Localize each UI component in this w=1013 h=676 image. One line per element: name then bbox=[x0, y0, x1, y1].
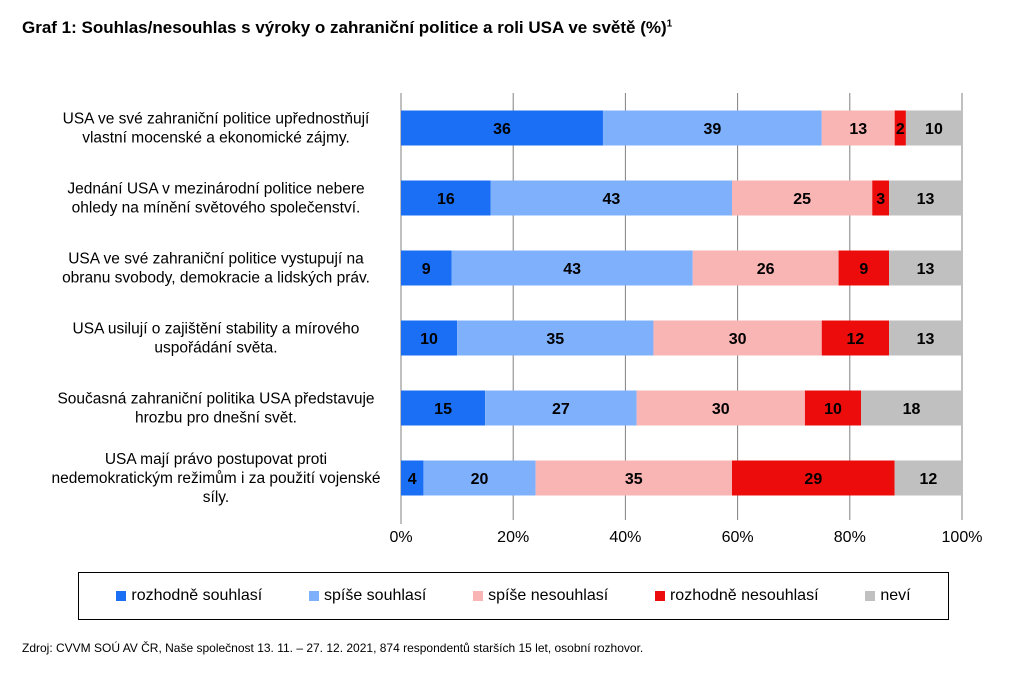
data-label: 13 bbox=[917, 261, 935, 278]
legend-item: rozhodně nesouhlasí bbox=[654, 587, 819, 605]
legend-swatch bbox=[654, 591, 665, 601]
data-label: 13 bbox=[917, 331, 935, 348]
x-tick-label: 100% bbox=[942, 529, 983, 546]
bar-segment bbox=[731, 180, 873, 216]
bar-segment bbox=[889, 320, 962, 356]
data-label: 35 bbox=[546, 331, 564, 348]
bar-segment bbox=[401, 250, 452, 286]
x-tick-label: 60% bbox=[722, 529, 754, 546]
bar-segment bbox=[905, 110, 962, 146]
category-label: ohledy na mínění světového společenství. bbox=[72, 200, 361, 217]
bar-segment bbox=[821, 320, 890, 356]
x-tick-label: 80% bbox=[834, 529, 866, 546]
data-label: 43 bbox=[602, 191, 620, 208]
bar-segment bbox=[401, 460, 424, 496]
legend-label: rozhodně nesouhlasí bbox=[669, 587, 819, 604]
bar-segment bbox=[889, 180, 962, 216]
legend-item: spíše nesouhlasí bbox=[473, 587, 608, 605]
chart-title: Graf 1: Souhlas/nesouhlas s výroky o zah… bbox=[22, 18, 673, 37]
bar-segment bbox=[401, 110, 603, 146]
data-label: 30 bbox=[712, 401, 730, 418]
data-label: 43 bbox=[563, 261, 581, 278]
category-label: hrozbu pro dnešní svět. bbox=[135, 410, 297, 427]
bar-segment bbox=[894, 110, 906, 146]
bar-segment bbox=[692, 250, 839, 286]
data-label: 18 bbox=[903, 401, 921, 418]
data-label: 15 bbox=[434, 401, 452, 418]
legend-item: neví bbox=[865, 587, 911, 605]
bar-segment bbox=[451, 250, 693, 286]
bar-segment bbox=[838, 250, 890, 286]
category-label: USA ve své zahraniční politice upřednost… bbox=[63, 111, 370, 128]
legend-item: rozhodně souhlasí bbox=[116, 587, 262, 605]
data-label: 26 bbox=[757, 261, 775, 278]
bar-segment bbox=[401, 180, 491, 216]
category-label: Současná zahraniční politika USA předsta… bbox=[57, 391, 374, 408]
data-label: 3 bbox=[876, 191, 885, 208]
bar-segment bbox=[731, 460, 895, 496]
data-label: 25 bbox=[793, 191, 811, 208]
category-label: Jednání USA v mezinárodní politice neber… bbox=[67, 181, 364, 198]
category-label: USA ve své zahraniční politice vystupují… bbox=[68, 251, 364, 268]
chart-legend: rozhodně souhlasí spíše souhlasí spíše nes… bbox=[78, 572, 949, 620]
bar-segment bbox=[535, 460, 732, 496]
bar-segment bbox=[401, 320, 458, 356]
data-label: 4 bbox=[408, 471, 417, 488]
category-label: síly. bbox=[203, 489, 229, 506]
bar-segment bbox=[653, 320, 822, 356]
data-label: 35 bbox=[625, 471, 643, 488]
legend-swatch bbox=[865, 591, 876, 601]
legend-item: spíše souhlasí bbox=[308, 587, 427, 605]
bar-segment bbox=[889, 250, 962, 286]
x-tick-label: 0% bbox=[389, 529, 412, 546]
stacked-bar-chart: 0% 20% 40% 60% 80% 100% USA ve své zahraniční … bbox=[51, 93, 983, 546]
category-label: obranu svobody, demokracie a lidských pr… bbox=[62, 270, 370, 287]
data-label: 12 bbox=[847, 331, 865, 348]
bar-segment bbox=[602, 110, 822, 146]
legend-label: rozhodně souhlasí bbox=[131, 587, 263, 604]
source-note: Zdroj: CVVM SOÚ AV ČR, Naše společnost 1… bbox=[22, 641, 644, 655]
data-label: 10 bbox=[420, 331, 438, 348]
data-label: 9 bbox=[859, 261, 868, 278]
data-label: 9 bbox=[422, 261, 431, 278]
data-label: 13 bbox=[917, 191, 935, 208]
data-label: 20 bbox=[471, 471, 489, 488]
category-label: uspořádání světa. bbox=[154, 340, 277, 357]
data-label: 10 bbox=[824, 401, 842, 418]
legend-swatch bbox=[308, 591, 319, 601]
bar-segment bbox=[490, 180, 732, 216]
x-tick-label: 40% bbox=[609, 529, 641, 546]
category-label: USA mají právo postupovat proti bbox=[105, 451, 327, 468]
category-label: vlastní mocenské a ekonomické zájmy. bbox=[82, 130, 350, 147]
bar-segment bbox=[861, 390, 962, 426]
bar-segment bbox=[457, 320, 654, 356]
bar-segment bbox=[872, 180, 890, 216]
data-label: 39 bbox=[703, 121, 721, 138]
bar-segment bbox=[636, 390, 805, 426]
data-label: 30 bbox=[729, 331, 747, 348]
bar-segment bbox=[894, 460, 962, 496]
legend-label: spíše nesouhlasí bbox=[488, 587, 609, 604]
bar-segment bbox=[804, 390, 862, 426]
category-label: USA usilují o zajištění stability a míro… bbox=[73, 321, 360, 338]
legend-label: spíše souhlasí bbox=[323, 587, 427, 604]
category-label: nedemokratickým režimům i za použití voj… bbox=[51, 470, 380, 487]
data-label: 10 bbox=[925, 121, 943, 138]
bar-segment bbox=[401, 390, 486, 426]
data-label: 13 bbox=[849, 121, 867, 138]
bar-segment bbox=[821, 110, 895, 146]
data-label: 27 bbox=[552, 401, 570, 418]
data-label: 29 bbox=[804, 471, 822, 488]
legend-swatch bbox=[116, 591, 127, 601]
data-label: 16 bbox=[437, 191, 455, 208]
bar-segment bbox=[485, 390, 637, 426]
data-label: 2 bbox=[896, 121, 905, 138]
legend-swatch bbox=[473, 591, 484, 601]
data-label: 12 bbox=[919, 471, 937, 488]
x-tick-label: 20% bbox=[497, 529, 529, 546]
bar-segment bbox=[423, 460, 536, 496]
legend-label: neví bbox=[880, 587, 911, 604]
data-label: 36 bbox=[493, 121, 511, 138]
